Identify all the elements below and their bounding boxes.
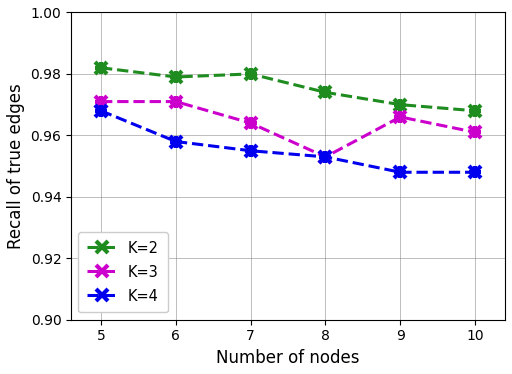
K=2 xyxy=(98,65,104,70)
K=2 xyxy=(173,75,179,79)
K=3 xyxy=(173,99,179,104)
Line: K=3: K=3 xyxy=(95,95,481,163)
K=4 xyxy=(173,139,179,144)
Legend: K=2, K=3, K=4: K=2, K=3, K=4 xyxy=(78,233,168,313)
K=2 xyxy=(248,72,254,76)
Line: K=4: K=4 xyxy=(95,105,481,178)
K=4 xyxy=(397,170,403,175)
K=3 xyxy=(98,99,104,104)
K=4 xyxy=(248,148,254,153)
K=3 xyxy=(323,154,329,159)
K=4 xyxy=(323,154,329,159)
K=3 xyxy=(397,115,403,119)
K=2 xyxy=(397,102,403,107)
K=3 xyxy=(472,130,478,135)
K=4 xyxy=(98,108,104,113)
K=2 xyxy=(472,108,478,113)
K=2 xyxy=(323,90,329,95)
K=4 xyxy=(472,170,478,175)
Line: K=2: K=2 xyxy=(95,61,481,117)
K=3 xyxy=(248,121,254,125)
Y-axis label: Recall of true edges: Recall of true edges xyxy=(7,83,25,249)
X-axis label: Number of nodes: Number of nodes xyxy=(217,349,360,367)
